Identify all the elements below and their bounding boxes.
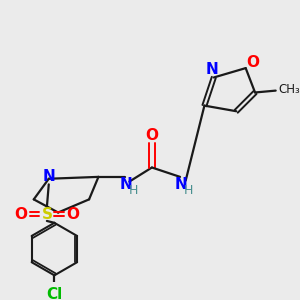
Text: O: O (146, 128, 158, 143)
Text: N: N (206, 61, 218, 76)
Text: N: N (42, 169, 55, 184)
Text: CH₃: CH₃ (278, 83, 300, 96)
Text: O: O (67, 207, 80, 222)
Text: N: N (119, 177, 132, 192)
Text: H: H (184, 184, 193, 197)
Text: H: H (128, 184, 138, 197)
Text: O: O (247, 55, 260, 70)
Text: Cl: Cl (46, 286, 62, 300)
Text: O: O (14, 207, 27, 222)
Text: N: N (175, 177, 188, 192)
Text: S: S (41, 207, 52, 222)
